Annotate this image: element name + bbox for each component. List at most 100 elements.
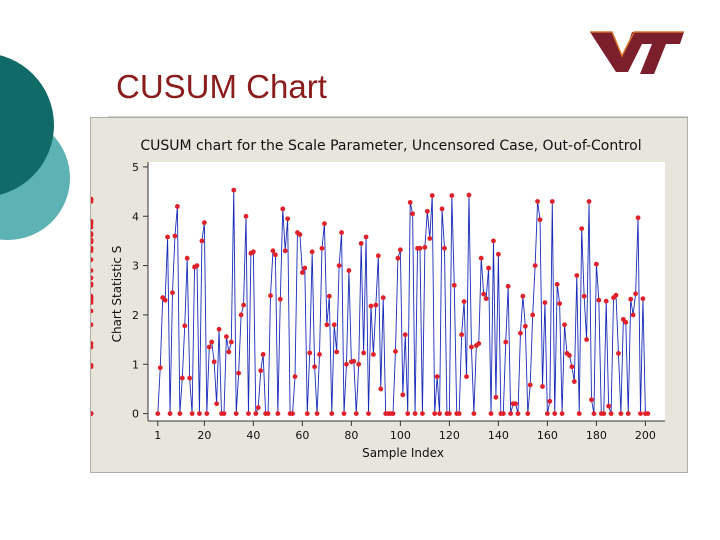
- data-point: [91, 300, 94, 305]
- data-point: [544, 411, 550, 416]
- data-point: [324, 322, 330, 328]
- data-point: [371, 352, 376, 357]
- chart-title: CUSUM chart for the Scale Parameter, Unc…: [140, 138, 641, 154]
- data-point: [613, 292, 619, 298]
- data-point: [358, 241, 364, 246]
- x-tick-label: 120: [439, 429, 460, 442]
- data-point: [297, 232, 303, 237]
- data-point: [356, 361, 362, 367]
- slide-title: CUSUM Chart: [116, 68, 327, 105]
- data-point: [635, 215, 641, 221]
- data-point: [420, 411, 425, 416]
- data-point: [216, 326, 222, 332]
- data-point: [179, 375, 185, 381]
- data-point: [407, 200, 413, 205]
- data-point: [491, 238, 496, 244]
- data-point: [265, 411, 271, 416]
- data-point: [199, 238, 205, 244]
- y-tick-label: 1: [132, 358, 139, 371]
- data-point: [319, 245, 325, 251]
- data-point: [449, 193, 455, 198]
- data-point: [481, 291, 487, 297]
- data-point: [329, 411, 335, 416]
- data-point: [363, 234, 369, 240]
- chart-panel: CUSUM chart for the Scale Parameter, Unc…: [90, 117, 688, 473]
- data-point: [224, 334, 229, 340]
- data-point: [464, 374, 469, 379]
- data-point: [91, 341, 94, 346]
- data-point: [522, 323, 528, 329]
- data-point: [165, 234, 170, 240]
- data-point: [530, 312, 536, 318]
- data-point: [282, 248, 288, 254]
- data-point: [91, 245, 94, 251]
- data-point: [331, 322, 337, 328]
- x-tick-label: 100: [390, 429, 411, 442]
- data-point: [91, 238, 94, 244]
- data-point: [204, 411, 210, 416]
- data-point: [380, 295, 386, 301]
- data-point: [400, 392, 406, 398]
- data-point: [630, 312, 636, 318]
- data-point: [258, 368, 264, 374]
- data-point: [378, 386, 384, 392]
- data-point: [91, 275, 94, 281]
- data-point: [302, 265, 308, 271]
- title-divider: [108, 116, 688, 117]
- data-point: [236, 370, 242, 376]
- x-axis-label: Sample Index: [362, 446, 444, 460]
- y-tick-label: 0: [132, 408, 139, 421]
- data-point: [390, 411, 396, 416]
- data-point: [253, 411, 259, 416]
- data-point: [275, 411, 281, 416]
- data-point: [290, 411, 295, 416]
- vt-logo-outline: [590, 31, 684, 58]
- data-point: [537, 217, 543, 223]
- data-point: [569, 364, 575, 370]
- data-point: [307, 350, 313, 356]
- data-point: [432, 411, 438, 416]
- data-point: [557, 301, 563, 306]
- x-tick-label: 60: [295, 429, 309, 442]
- data-point: [579, 226, 585, 231]
- data-point: [182, 323, 188, 329]
- data-point: [393, 349, 398, 354]
- data-point: [616, 351, 621, 356]
- data-point: [322, 221, 327, 227]
- data-point: [601, 411, 607, 416]
- data-point: [366, 411, 371, 416]
- data-point: [368, 303, 374, 309]
- x-tick-label: 80: [344, 429, 358, 442]
- data-point: [471, 411, 477, 416]
- data-point: [187, 375, 193, 381]
- data-point: [559, 411, 565, 416]
- data-point: [285, 216, 291, 222]
- data-point: [640, 296, 646, 302]
- data-point: [422, 244, 428, 250]
- data-point: [177, 411, 183, 416]
- data-point: [304, 411, 310, 416]
- data-point: [336, 263, 342, 268]
- data-point: [515, 411, 521, 416]
- vt-logo-label: VT: [588, 28, 590, 29]
- data-point: [488, 411, 494, 416]
- data-point: [375, 253, 381, 259]
- data-point: [586, 199, 592, 204]
- data-point: [638, 411, 643, 416]
- data-point: [483, 296, 489, 302]
- data-point: [518, 330, 523, 336]
- data-point: [532, 263, 538, 268]
- data-point: [197, 411, 202, 416]
- data-point: [250, 249, 256, 255]
- data-point: [466, 192, 472, 198]
- data-point: [571, 379, 577, 384]
- data-point: [91, 411, 94, 416]
- data-point: [231, 187, 237, 193]
- data-point: [353, 411, 359, 416]
- data-point: [273, 252, 278, 258]
- data-point: [211, 359, 217, 365]
- data-point: [459, 332, 465, 338]
- data-point: [233, 411, 239, 416]
- data-point: [554, 281, 560, 287]
- data-point: [280, 206, 286, 212]
